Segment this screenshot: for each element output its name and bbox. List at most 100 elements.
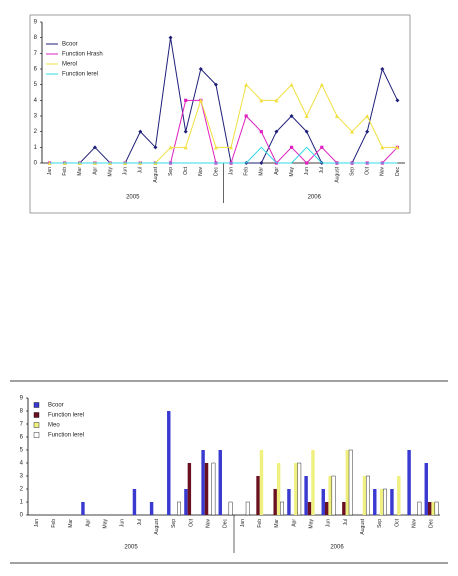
bar bbox=[345, 450, 350, 515]
point bbox=[198, 67, 203, 71]
x-tick-label: Jun bbox=[326, 519, 332, 527]
x-tick-label: Sep bbox=[171, 519, 177, 528]
legend-label: Bcoor bbox=[62, 42, 78, 48]
x-tick-label: Dec bbox=[429, 519, 435, 528]
point bbox=[244, 114, 248, 118]
point bbox=[289, 114, 294, 118]
x-tick-label: Dec bbox=[395, 167, 401, 176]
x-tick-label: Feb bbox=[51, 519, 57, 528]
point bbox=[92, 145, 97, 150]
bar bbox=[434, 501, 439, 516]
bar bbox=[273, 489, 277, 515]
point bbox=[395, 145, 400, 150]
series-line bbox=[49, 146, 398, 164]
bar bbox=[373, 489, 377, 515]
y-tick-label: 2 bbox=[34, 129, 38, 135]
x-group-label: 2005 bbox=[126, 195, 140, 201]
point bbox=[380, 145, 385, 150]
point bbox=[365, 129, 370, 134]
x-tick-label: Sep bbox=[168, 167, 174, 176]
bar bbox=[311, 450, 315, 515]
bar bbox=[132, 489, 137, 515]
bar bbox=[407, 450, 411, 515]
x-group-label: 2005 bbox=[124, 545, 138, 551]
point bbox=[259, 161, 264, 165]
legend-label: Function Hrash bbox=[62, 52, 103, 58]
bar bbox=[328, 476, 332, 515]
x-tick-label: May bbox=[103, 519, 109, 529]
legend-label: Function lerel bbox=[62, 72, 98, 78]
bar bbox=[424, 463, 428, 515]
x-tick-label: Jan bbox=[240, 519, 246, 527]
x-tick-label: Feb bbox=[62, 167, 68, 176]
x-tick-label: Oct bbox=[183, 166, 189, 174]
point bbox=[289, 145, 294, 149]
x-tick-label: Nov bbox=[198, 167, 204, 176]
point bbox=[138, 129, 143, 134]
legend-label: Meo bbox=[48, 423, 60, 429]
x-tick-label: Mar bbox=[274, 519, 280, 528]
bar bbox=[294, 463, 298, 515]
bar bbox=[297, 462, 302, 516]
legend-label: Function lerel bbox=[48, 413, 84, 419]
legend-swatch bbox=[33, 432, 40, 438]
x-tick-label: Jul bbox=[319, 167, 325, 173]
point bbox=[289, 82, 294, 87]
y-tick-label: 6 bbox=[20, 435, 24, 441]
x-tick-label: Apr bbox=[291, 519, 297, 527]
x-tick-label: May bbox=[309, 519, 315, 529]
point bbox=[153, 145, 158, 150]
point bbox=[213, 82, 218, 87]
bar bbox=[149, 502, 154, 515]
y-tick-label: 1 bbox=[20, 500, 24, 506]
bar bbox=[256, 476, 260, 515]
bar bbox=[81, 502, 85, 515]
x-tick-label: August bbox=[334, 166, 340, 182]
legend-label: Function lerel bbox=[48, 433, 84, 439]
x-tick-label: Nov bbox=[380, 167, 386, 176]
x-tick-label: Jul bbox=[137, 519, 143, 525]
x-tick-label: Mar bbox=[77, 167, 83, 176]
y-tick-label: 2 bbox=[20, 487, 24, 493]
bar bbox=[379, 489, 384, 515]
point bbox=[259, 98, 264, 103]
bar bbox=[342, 502, 346, 515]
point bbox=[244, 82, 249, 87]
x-tick-label: Mar bbox=[259, 167, 265, 176]
x-tick-label: Apr bbox=[274, 167, 280, 175]
bar bbox=[307, 502, 312, 515]
y-tick-label: 0 bbox=[20, 513, 24, 519]
x-tick-label: Feb bbox=[257, 519, 263, 528]
chart-frame bbox=[29, 14, 411, 214]
y-tick-label: 9 bbox=[20, 396, 24, 402]
bar bbox=[259, 450, 264, 515]
bar bbox=[211, 462, 216, 516]
x-tick-label: Jun bbox=[120, 519, 126, 527]
legend-label: Merol bbox=[62, 62, 77, 68]
point bbox=[304, 114, 309, 118]
point bbox=[274, 129, 279, 134]
bar bbox=[177, 501, 181, 516]
y-tick-label: 6 bbox=[34, 67, 38, 73]
y-tick-label: 3 bbox=[20, 474, 24, 480]
y-tick-label: 0 bbox=[34, 161, 38, 167]
bar bbox=[280, 501, 284, 516]
legend-swatch bbox=[33, 402, 40, 408]
x-tick-label: Jul bbox=[343, 519, 349, 525]
x-tick-label: Dec bbox=[213, 167, 219, 176]
point bbox=[183, 129, 188, 134]
y-tick-label: 1 bbox=[34, 145, 38, 151]
bar bbox=[427, 502, 432, 515]
x-tick-label: Apr bbox=[85, 519, 91, 527]
bar bbox=[276, 463, 281, 515]
x-tick-label: August bbox=[360, 518, 366, 534]
bar bbox=[304, 476, 308, 515]
x-tick-label: Jul bbox=[138, 167, 144, 173]
x-tick-label: Jun bbox=[304, 167, 310, 175]
series-line bbox=[49, 99, 398, 164]
point bbox=[395, 98, 400, 103]
point bbox=[229, 145, 234, 150]
bar bbox=[383, 488, 387, 516]
